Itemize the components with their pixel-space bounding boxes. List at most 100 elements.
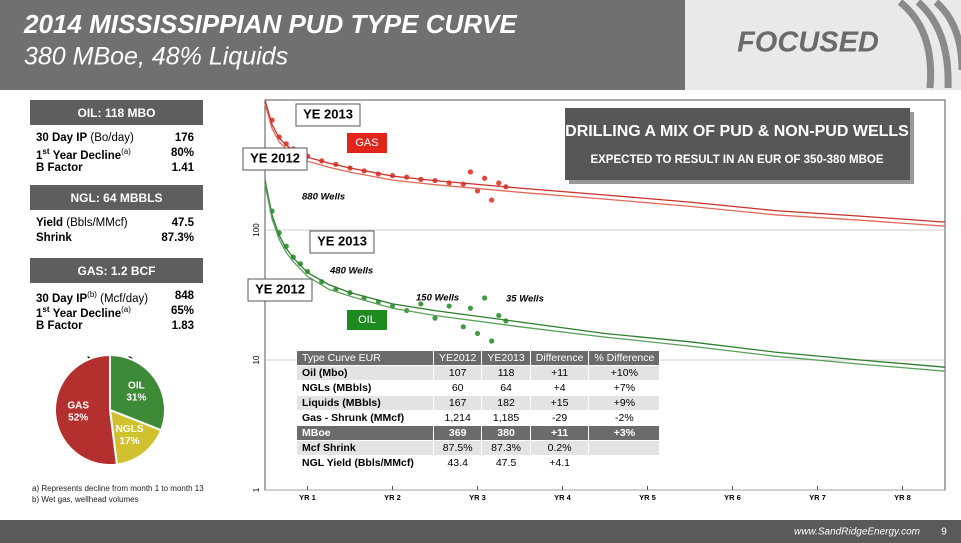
subtitle: 380 MBoe, 48% Liquids xyxy=(24,43,288,71)
table-header: Type Curve EUR YE2012 YE2013 Difference% Di… xyxy=(296,350,661,366)
label: Year Decline xyxy=(52,307,122,320)
table-cell: +11 xyxy=(529,425,590,441)
wells-annotation: 35 Wells xyxy=(506,294,544,305)
footnote: a) Represents decline from month 1 to mo… xyxy=(32,484,204,493)
panel-heading: OIL: 118 MBO xyxy=(30,100,203,125)
label-sup: st xyxy=(42,305,50,314)
unit: (Bo/day) xyxy=(90,132,134,144)
table-cell: 1,214 xyxy=(432,410,483,426)
row-label: 1st Year Decline(a) xyxy=(36,147,131,162)
label: 30 Day IP xyxy=(36,292,88,305)
slice-value: 17% xyxy=(120,436,140,447)
panel-row: 30 Day IP (Bo/day) 176 xyxy=(36,132,194,144)
table-cell: +15 xyxy=(529,395,590,411)
pie-slice xyxy=(54,353,119,466)
table-cell: 87.3% xyxy=(481,440,531,456)
row-label: 30 Day IP(b) (Mcf/day) xyxy=(36,290,148,305)
legend-tag xyxy=(347,133,387,153)
footnote-ref: (b) xyxy=(87,290,97,299)
table-cell: 107 xyxy=(432,365,483,381)
page-number: 9 xyxy=(941,527,947,538)
callout-box xyxy=(295,103,361,127)
data-point xyxy=(474,188,481,194)
unit: (Bbls/MMcf) xyxy=(66,217,128,229)
panel-row: Shrink 87.3% xyxy=(36,232,194,244)
table-cell: 380 xyxy=(481,425,531,441)
label: 30 Day IP xyxy=(36,132,88,144)
data-point xyxy=(446,303,452,309)
table-cell: +9% xyxy=(588,395,661,411)
panel-row: 1st Year Decline(a) 65% xyxy=(36,305,194,320)
table-cell xyxy=(588,455,661,471)
data-point xyxy=(297,261,304,267)
row-label: 1st Year Decline(a) xyxy=(36,305,131,320)
data-point xyxy=(489,197,495,203)
header-cell: % Difference xyxy=(588,350,661,366)
slice-value: 52% xyxy=(68,413,88,424)
label: 1 xyxy=(36,149,43,162)
table-cell: -2% xyxy=(588,410,661,426)
data-point xyxy=(283,141,289,147)
row-value: 87.3% xyxy=(161,232,194,244)
data-point xyxy=(481,175,488,181)
legend-tag xyxy=(347,310,387,330)
x-tick-label: YR 4 xyxy=(554,493,572,502)
label: B Factor xyxy=(36,162,83,174)
x-tick-label: YR 1 xyxy=(299,493,316,502)
logo-text: FOCUSED xyxy=(737,27,879,59)
data-point xyxy=(481,295,488,301)
footer-url: www.SandRidgeEnergy.com xyxy=(794,527,920,538)
panel-row: Yield (Bbls/MMcf) 47.5 xyxy=(36,217,194,229)
row-value: 65% xyxy=(170,305,194,317)
banner-subtitle: EXPECTED TO RESULT IN AN EUR OF 350-380 … xyxy=(590,154,883,166)
row-label: Yield (Bbls/MMcf) xyxy=(36,217,128,229)
header-cell: Type Curve EUR xyxy=(296,350,434,366)
curve xyxy=(264,183,946,372)
table-cell: 167 xyxy=(432,395,483,411)
table-row: NGL Yield (Bbls/MMcf) 43.4 47.5 +4.1 xyxy=(296,455,661,471)
eur-table: Type Curve EUR YE2012 YE2013 Difference% Di… xyxy=(296,350,661,471)
legend-label: OIL xyxy=(358,314,376,326)
row-value: 848 xyxy=(174,290,194,302)
curve xyxy=(264,103,946,227)
slice-value: 31% xyxy=(126,393,146,404)
table-cell: Gas - Shrunk (MMcf) xyxy=(296,410,434,426)
table-cell: Mcf Shrink xyxy=(296,440,434,456)
table-cell: NGL Yield (Bbls/MMcf) xyxy=(296,455,434,471)
panel-heading: NGL: 64 MBBLS xyxy=(30,185,203,210)
x-tick-label: YR 3 xyxy=(469,493,486,502)
x-tick-label: YR 8 xyxy=(894,493,911,502)
callout-box xyxy=(309,230,375,254)
row-value: 176 xyxy=(174,132,194,144)
callout-box xyxy=(242,147,308,171)
row-value: 1.83 xyxy=(171,320,194,332)
table-row: NGLs (MBbls) 60 64 +4 +7% xyxy=(296,380,661,396)
panel-row: B Factor 1.41 xyxy=(36,162,194,174)
table-cell: 64 xyxy=(481,380,531,396)
legend-label: GAS xyxy=(355,137,378,149)
table-cell: +4 xyxy=(529,380,590,396)
table-cell xyxy=(588,440,661,456)
table-cell: -29 xyxy=(529,410,590,426)
table-cell: 369 xyxy=(432,425,483,441)
series-name: YE 2013 xyxy=(317,233,367,248)
data-point xyxy=(489,338,495,344)
pie-slice xyxy=(109,353,166,432)
table-cell: 47.5 xyxy=(481,455,531,471)
y-tick-label: 10 xyxy=(252,355,261,364)
data-point xyxy=(467,305,474,311)
panel-heading: GAS: 1.2 BCF xyxy=(30,258,203,283)
data-point xyxy=(467,169,474,175)
row-value: 80% xyxy=(170,147,194,159)
panel-row: 1st Year Decline(a) 80% xyxy=(36,147,194,162)
curve xyxy=(264,99,946,223)
table-row: Oil (Mbo) 107 118 +11 +10% xyxy=(296,365,661,381)
unit: (Mcf/day) xyxy=(100,292,149,305)
slice-name: NGLS xyxy=(116,424,144,435)
logo-swoosh xyxy=(897,0,961,89)
header-cell: Difference xyxy=(529,350,590,366)
row-label: Shrink xyxy=(36,232,72,244)
data-point xyxy=(496,312,502,319)
panel-row: 30 Day IP(b) (Mcf/day) 848 xyxy=(36,290,194,305)
label: B Factor xyxy=(36,320,83,332)
